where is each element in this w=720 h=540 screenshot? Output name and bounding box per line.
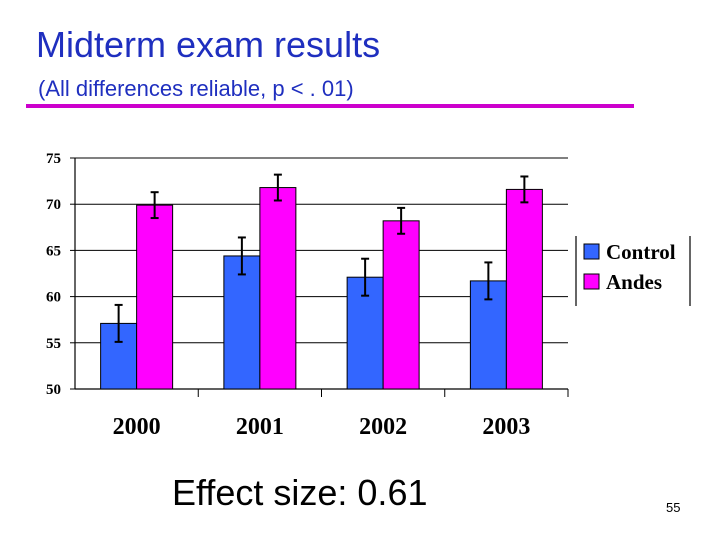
y-tick-label: 70 — [46, 197, 61, 213]
legend-label-control: Control — [606, 240, 676, 264]
slide-subtitle: (All differences reliable, p < . 01) — [38, 76, 354, 101]
x-tick-label-2000: 2000 — [113, 414, 161, 440]
y-tick-label: 50 — [46, 382, 61, 398]
y-tick-label: 55 — [46, 336, 61, 352]
x-tick-label-2002: 2002 — [359, 414, 407, 440]
x-tick-label-2003: 2003 — [482, 414, 530, 440]
effect-size-label: Effect size: 0.61 — [172, 472, 428, 513]
y-tick-label: 75 — [46, 151, 61, 167]
slide-number: 55 — [666, 500, 681, 515]
legend-label-andes: Andes — [606, 270, 662, 294]
slide-title: Midterm exam results — [36, 24, 381, 65]
bar-andes-2001 — [259, 187, 297, 390]
title-divider — [26, 104, 634, 108]
bar-andes-2000 — [136, 204, 174, 390]
bar-andes-2002 — [382, 220, 420, 390]
bar-andes-2003 — [505, 188, 543, 390]
y-tick-label: 60 — [46, 290, 61, 306]
y-tick-label: 65 — [46, 243, 61, 259]
bar-control-2001 — [223, 255, 261, 390]
x-tick-label-2001: 2001 — [236, 414, 284, 440]
legend-swatch-andes — [583, 273, 600, 290]
legend-swatch-control — [583, 243, 600, 260]
